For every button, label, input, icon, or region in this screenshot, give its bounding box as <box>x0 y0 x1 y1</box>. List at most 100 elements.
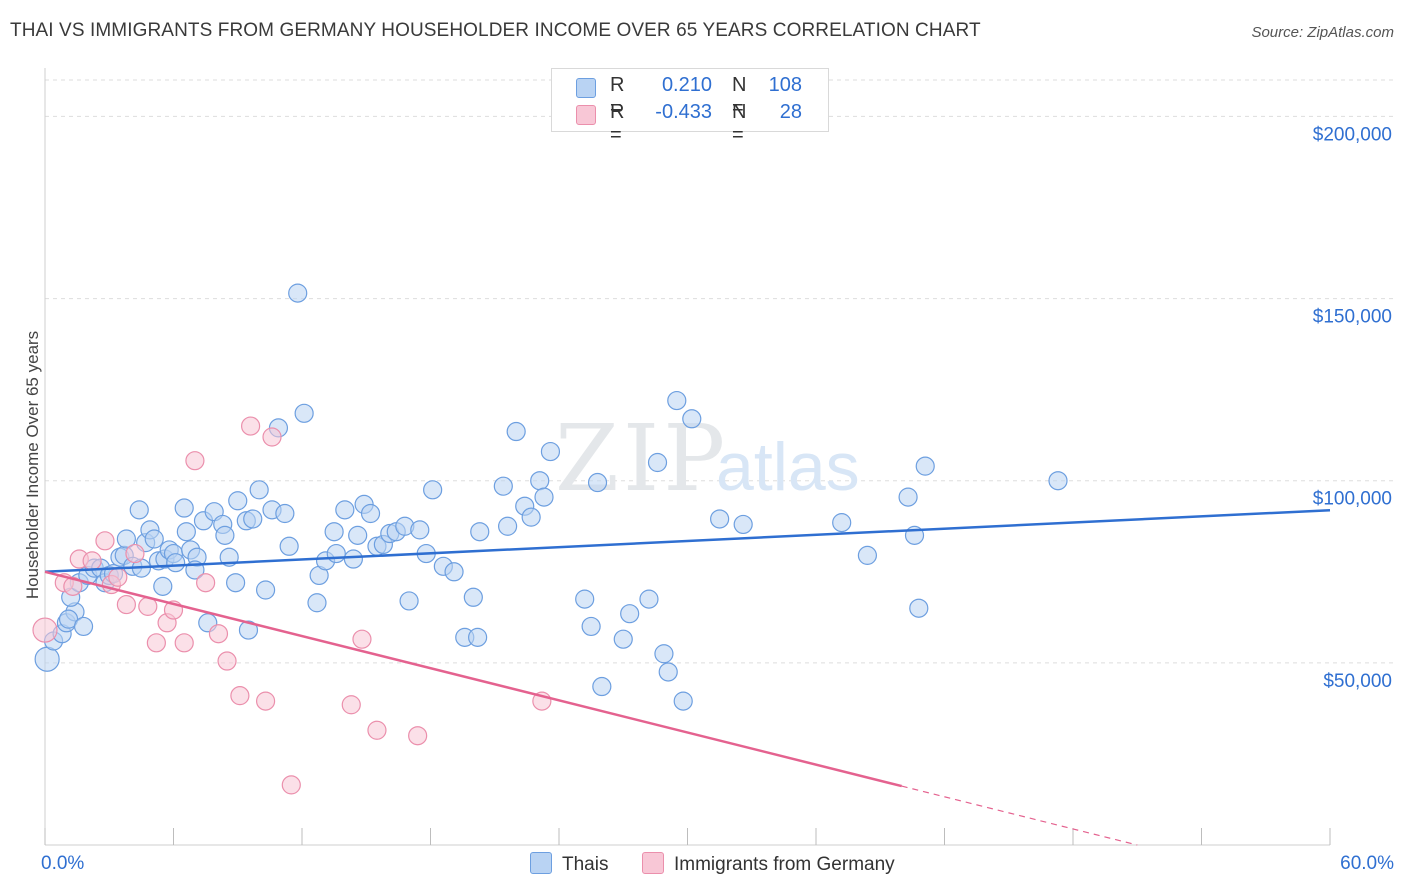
thais-point <box>275 503 295 524</box>
thais-point <box>857 545 878 565</box>
thais-point <box>324 522 344 542</box>
thais-point <box>410 520 430 540</box>
thais-point <box>249 480 269 500</box>
germany-point <box>208 624 229 644</box>
germany-point <box>230 686 250 706</box>
bottom-legend-thais: Thais <box>530 852 608 876</box>
y-tick-label: $200,000 <box>1313 124 1392 145</box>
y-tick-label: $100,000 <box>1313 489 1392 510</box>
trend-lines <box>44 508 1331 846</box>
thais-point <box>348 525 368 545</box>
legend-swatch-thais <box>576 78 596 98</box>
germany-point <box>367 720 387 740</box>
germany-point <box>63 576 83 596</box>
germany-point <box>125 543 145 564</box>
thais-point <box>575 589 595 609</box>
germany-point <box>108 567 128 587</box>
thais-point <box>647 452 668 473</box>
thais-point <box>658 662 678 682</box>
grid-lines <box>45 79 1395 664</box>
germany-point <box>341 695 361 715</box>
thais-point <box>238 620 259 640</box>
data-points <box>32 283 1068 795</box>
bottom-legend-label-germany: Immigrants from Germany <box>674 854 895 875</box>
germany-point <box>255 691 276 711</box>
legend-n-label: N = <box>732 74 747 119</box>
legend-r-label: R = <box>610 101 625 146</box>
legend-n-label: N = <box>732 101 747 146</box>
thais-point <box>343 549 363 569</box>
thais-point <box>733 514 753 535</box>
y-axis-label: Householder Income Over 65 years <box>23 331 42 599</box>
germany-point <box>82 551 102 571</box>
thais-point <box>294 403 314 423</box>
thais-point <box>307 593 327 613</box>
axes: $50,000 $100,000 $150,000 $200,000 0.0% 60.0% <box>41 68 1394 874</box>
germany-trend-line-extension <box>901 785 1138 846</box>
germany-point <box>217 651 237 671</box>
thais-point <box>468 627 488 647</box>
legend-n-value-thais: 108 <box>768 74 802 96</box>
thais-point <box>176 522 196 542</box>
germany-point <box>262 427 282 447</box>
thais-point <box>540 441 561 462</box>
thais-point <box>129 500 149 520</box>
germany-point <box>241 416 261 436</box>
thais-point <box>832 513 852 533</box>
thais-point <box>682 409 702 429</box>
thais-point <box>498 516 518 536</box>
thais-point <box>34 646 60 672</box>
thais-trend-line <box>44 508 1331 574</box>
germany-point <box>116 594 136 615</box>
bottom-legend-swatch-thais <box>530 852 552 874</box>
thais-point <box>613 629 633 649</box>
thais-point <box>1048 471 1068 491</box>
thais-point <box>116 529 136 549</box>
thais-point <box>493 476 513 496</box>
thais-point <box>288 283 308 303</box>
thais-point <box>470 522 490 542</box>
x-tick-label: 0.0% <box>41 853 84 874</box>
bottom-legend-swatch-germany <box>642 852 664 874</box>
thais-point <box>73 616 94 637</box>
thais-point <box>399 591 419 611</box>
legend-r-value-germany: -0.433 <box>655 101 712 123</box>
chart-title: THAI VS IMMIGRANTS FROM GERMANY HOUSEHOL… <box>10 20 981 41</box>
watermark: ZIP atlas <box>555 405 860 512</box>
thais-point <box>530 471 550 491</box>
thais-point <box>279 536 299 556</box>
legend-r-value-thais: 0.210 <box>661 74 712 96</box>
germany-point <box>174 633 194 653</box>
watermark-zip: ZIP <box>555 405 729 512</box>
x-tick-label: 60.0% <box>1340 853 1394 874</box>
bottom-legend-germany: Immigrants from Germany <box>642 852 895 876</box>
thais-point <box>654 644 674 664</box>
thais-point <box>423 480 443 500</box>
germany-point <box>32 617 58 643</box>
thais-point <box>506 421 526 442</box>
thais-point <box>463 587 483 607</box>
thais-point <box>673 691 693 711</box>
thais-point <box>667 390 687 411</box>
thais-point <box>898 487 918 507</box>
thais-point <box>534 487 554 507</box>
thais-point <box>226 573 246 593</box>
germany-point <box>408 726 428 746</box>
germany-point <box>352 629 372 649</box>
thais-point <box>360 503 381 524</box>
germany-trend-line <box>44 570 902 788</box>
thais-point <box>639 589 659 609</box>
thais-point <box>243 509 263 529</box>
thais-point <box>444 562 464 582</box>
germany-point <box>146 633 166 653</box>
thais-point <box>915 456 935 476</box>
bottom-legend-label-thais: Thais <box>562 854 609 875</box>
thais-point <box>909 598 929 618</box>
thais-point <box>255 580 276 600</box>
thais-point <box>592 676 612 697</box>
legend-swatch-germany <box>576 105 596 125</box>
thais-point <box>581 616 601 637</box>
germany-point <box>95 531 115 551</box>
thais-point <box>215 525 235 545</box>
